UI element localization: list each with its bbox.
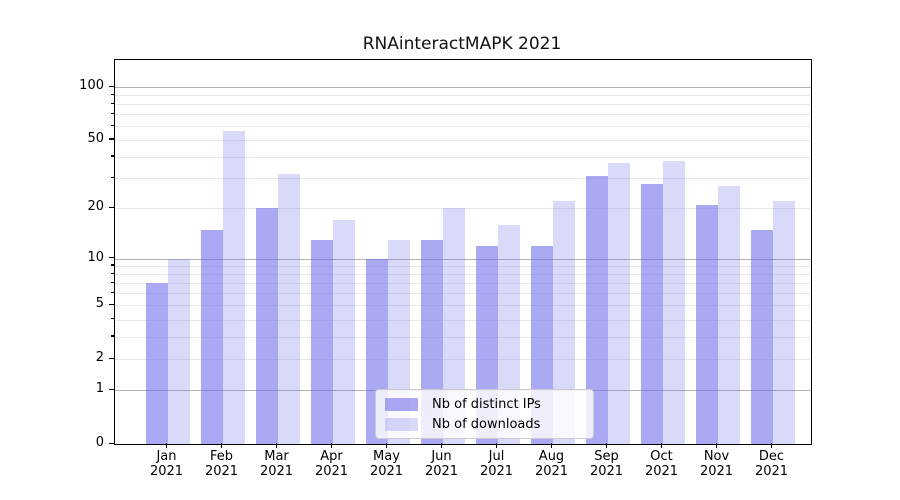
x-axis-label-dec-2021: Dec 2021 (754, 449, 789, 479)
y-minor-tick-70 (111, 112, 114, 115)
x-axis-label-oct-2021: Oct 2021 (644, 449, 679, 479)
x-tick-dec (770, 443, 773, 448)
x-tick-nov (715, 443, 718, 448)
x-tick-sep (605, 443, 608, 448)
legend-item-distinct-ips: Nb of distinct IPs (385, 397, 593, 412)
legend-label-distinct-ips: Nb of distinct IPs (432, 396, 541, 412)
y-axis-label-10: 10 (87, 249, 104, 265)
x-tick-jul (495, 443, 498, 448)
y-minor-tick-9 (111, 264, 114, 266)
bar-downloads-nov (717, 186, 740, 444)
y-minor-tick-5 (111, 303, 114, 306)
legend-item-downloads: Nb of downloads (385, 417, 593, 432)
x-axis-label-mar-2021: Mar 2021 (259, 449, 294, 479)
gridline-minor-7 (115, 283, 811, 285)
x-axis-label-jun-2021: Jun 2021 (424, 449, 459, 479)
y-minor-tick-40 (111, 155, 114, 157)
x-tick-jan (165, 443, 168, 448)
y-axis-label-2: 2 (95, 350, 104, 366)
gridline-major-10 (115, 258, 811, 260)
bar-downloads-dec (772, 201, 795, 444)
y-minor-tick-30 (111, 176, 114, 179)
y-tick-1 (109, 388, 114, 391)
bar-downloads-feb (222, 131, 245, 444)
y-minor-tick-80 (111, 102, 114, 104)
x-axis-label-apr-2021: Apr 2021 (314, 449, 349, 479)
legend-swatch-distinct-ips (385, 397, 418, 411)
y-axis-label-5: 5 (95, 296, 104, 312)
y-minor-tick-4 (111, 318, 114, 320)
y-axis-label-100: 100 (79, 78, 104, 93)
x-axis-label-nov-2021: Nov 2021 (699, 449, 734, 479)
bar-distinct-ips-sep (585, 175, 608, 444)
bar-distinct-ips-dec (750, 229, 773, 444)
legend-swatch-downloads (385, 417, 418, 431)
y-minor-tick-3 (111, 335, 114, 337)
bar-downloads-sep (607, 162, 630, 444)
bar-downloads-jun (442, 208, 465, 444)
y-minor-tick-7 (111, 281, 114, 283)
y-tick-0 (109, 442, 114, 444)
y-minor-tick-20 (111, 206, 114, 209)
gridline-minor-50 (115, 139, 811, 141)
x-tick-jun (440, 443, 443, 448)
x-tick-aug (550, 443, 553, 448)
y-axis-label-50: 50 (87, 130, 104, 146)
gridline-minor-70 (115, 114, 811, 116)
y-tick-100 (109, 85, 114, 87)
y-minor-tick-60 (111, 124, 114, 126)
y-minor-tick-8 (111, 272, 114, 274)
gridline-minor-40 (115, 156, 811, 158)
y-minor-tick-50 (111, 138, 114, 140)
gridline-minor-80 (115, 104, 811, 106)
x-tick-feb (220, 443, 223, 448)
gridline-minor-6 (115, 293, 811, 295)
gridline-minor-60 (115, 126, 811, 127)
gridline-minor-4 (115, 319, 811, 321)
x-tick-oct (660, 443, 663, 448)
x-axis-label-feb-2021: Feb 2021 (204, 449, 239, 479)
bar-downloads-aug (552, 201, 575, 444)
bar-distinct-ips-nov (695, 204, 718, 444)
gridline-minor-90 (115, 95, 811, 97)
y-tick-10 (109, 257, 114, 259)
gridline-minor-5 (115, 305, 811, 307)
y-axis-label-1: 1 (95, 381, 104, 397)
y-axis-label-20: 20 (87, 199, 104, 215)
gridline-major-100 (115, 87, 811, 88)
legend: Nb of distinct IPs Nb of downloads (375, 389, 594, 439)
y-axis-label-0: 0 (95, 435, 104, 450)
bar-downloads-apr (332, 220, 355, 444)
x-axis-label-jan-2021: Jan 2021 (149, 449, 184, 479)
gridline-minor-20 (115, 208, 811, 210)
chart-title: RNAinteractMAPK 2021 (362, 34, 562, 54)
x-axis-label-jul-2021: Jul 2021 (479, 449, 514, 479)
x-axis-label-may-2021: May 2021 (369, 449, 404, 479)
bar-downloads-mar (277, 173, 300, 444)
bar-downloads-oct (662, 160, 685, 444)
gridline-minor-2 (115, 359, 811, 361)
plot-area (114, 59, 812, 445)
x-tick-apr (330, 443, 333, 448)
gridline-minor-30 (115, 178, 811, 180)
x-tick-mar (275, 443, 278, 448)
gridline-minor-8 (115, 274, 811, 276)
gridline-minor-9 (115, 265, 811, 267)
bar-distinct-ips-apr (310, 239, 333, 444)
y-minor-tick-90 (111, 93, 114, 95)
x-axis-label-aug-2021: Aug 2021 (534, 449, 569, 479)
bar-downloads-jan (167, 258, 190, 444)
bar-distinct-ips-mar (255, 208, 278, 444)
bar-distinct-ips-jan (145, 283, 168, 444)
y-minor-tick-6 (111, 291, 114, 294)
x-axis-label-sep-2021: Sep 2021 (589, 449, 624, 479)
gridline-minor-3 (115, 336, 811, 338)
bar-distinct-ips-oct (640, 183, 663, 444)
y-minor-tick-2 (111, 357, 114, 359)
x-tick-may (385, 443, 388, 448)
legend-label-downloads: Nb of downloads (432, 416, 541, 432)
bar-distinct-ips-feb (200, 229, 223, 444)
